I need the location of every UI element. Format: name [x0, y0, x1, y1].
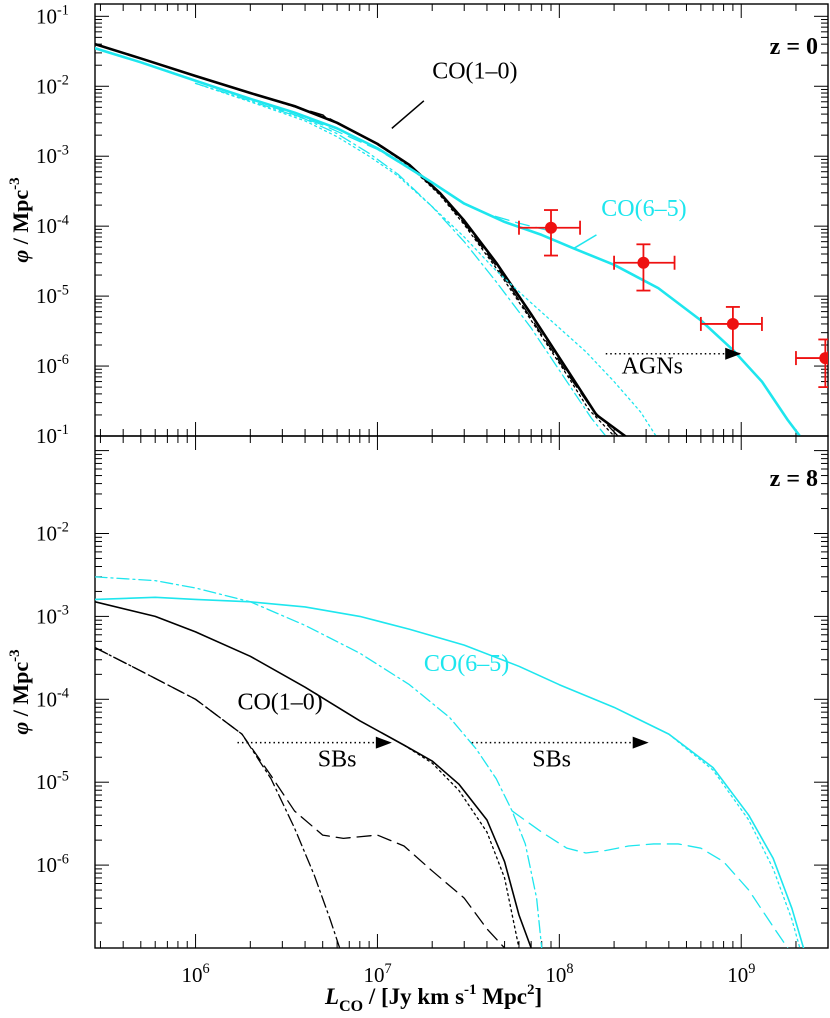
- series-line: [194, 82, 607, 436]
- y-tick-label: 10-5: [36, 768, 69, 794]
- series-line: [249, 92, 619, 436]
- series-line: [249, 92, 615, 436]
- annotation-label: SBs: [532, 746, 571, 772]
- annotation-label: SBs: [318, 746, 357, 772]
- series-group: [95, 576, 805, 948]
- y-tick-label: 10-4: [36, 685, 69, 711]
- annotation-label: CO(1–0): [432, 58, 517, 84]
- annotation-leader: [391, 100, 425, 129]
- arrow-head: [632, 736, 649, 749]
- y-tick-label: 10-1: [36, 422, 69, 448]
- y-tick-label: 10-4: [36, 212, 69, 238]
- y-axis-label: φ / Mpc-3: [7, 177, 33, 262]
- y-tick-label: 10-2: [36, 72, 69, 98]
- x-tick-label: 108: [545, 961, 573, 987]
- series-line: [95, 42, 627, 436]
- y-axis-label: φ / Mpc-3: [7, 649, 33, 734]
- redshift-label: z = 0: [770, 34, 818, 60]
- series-line: [95, 46, 802, 436]
- y-tick-label: 10-3: [36, 603, 69, 629]
- series-line: [249, 98, 552, 232]
- arrow-head: [375, 736, 392, 749]
- redshift-label: z = 8: [770, 466, 818, 492]
- common-axis-labels: LCO / [Jy km s-1 Mpc2]: [324, 982, 542, 1015]
- y-tick-label: 10-6: [36, 352, 69, 378]
- y-tick-label: 10-6: [36, 851, 69, 877]
- series-line: [668, 733, 801, 948]
- data-point: [545, 221, 558, 234]
- series-line: [95, 646, 341, 948]
- x-tick-label: 107: [363, 961, 391, 987]
- series-group: [95, 42, 802, 436]
- x-ticks: [99, 436, 829, 948]
- annotation-leader: [573, 234, 597, 250]
- plot-frame: [94, 435, 829, 949]
- arrow-head: [725, 347, 742, 360]
- series-line: [95, 596, 805, 948]
- x-tick-label: 106: [182, 961, 210, 987]
- series-line: [511, 810, 789, 948]
- y-tick-label: 10-3: [36, 142, 69, 168]
- data-point: [819, 352, 828, 365]
- series-line: [403, 744, 520, 948]
- data-point: [726, 317, 739, 330]
- panel-z8: 10-2 10-3 10-4 10-5 10-6 106 107 108 109 φ / Mpc-…: [7, 435, 829, 987]
- x-tick-label: 109: [727, 961, 755, 987]
- annotation-label: CO(6–5): [424, 651, 509, 677]
- annotation-label: AGNs: [622, 354, 683, 380]
- x-axis-label: LCO / [Jy km s-1 Mpc2]: [324, 982, 542, 1015]
- annotation-label: CO(6–5): [601, 196, 686, 222]
- series-line: [194, 82, 657, 436]
- y-tick-label: 10-2: [36, 520, 69, 546]
- y-ticks: [95, 450, 828, 949]
- series-line: [95, 576, 543, 948]
- data-point: [637, 256, 650, 269]
- annotation-label: CO(1–0): [237, 690, 322, 716]
- y-tick-label: 10-1: [36, 2, 69, 28]
- y-ticks: [95, 15, 828, 437]
- y-tick-label: 10-5: [36, 282, 69, 308]
- x-ticks: [99, 4, 829, 436]
- panel-z0: 10-1 10-2 10-3 10-4 10-5 10-6 10-1 φ / Mpc-3 z =…: [7, 2, 829, 448]
